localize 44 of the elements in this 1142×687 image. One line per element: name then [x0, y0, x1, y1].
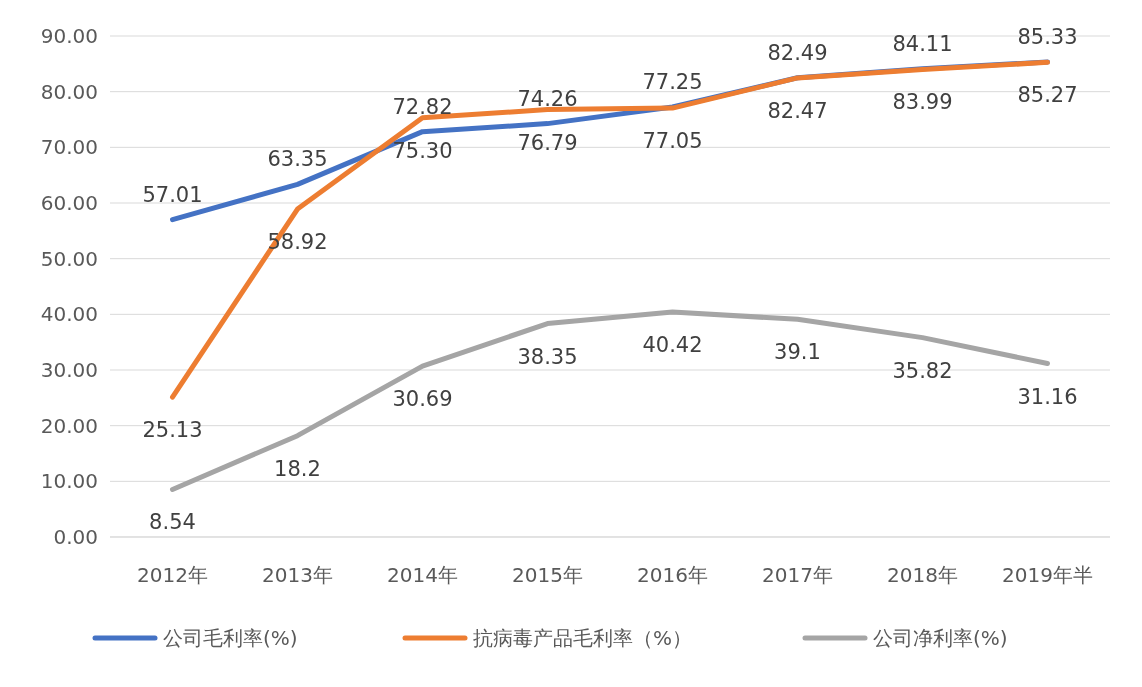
data-label: 31.16 — [1017, 384, 1078, 409]
data-label: 25.13 — [142, 418, 203, 443]
data-label: 40.42 — [642, 333, 703, 357]
data-label: 72.82 — [392, 94, 453, 119]
data-label: 8.54 — [149, 510, 196, 535]
legend-label: 公司净利率(%) — [873, 626, 1008, 650]
data-label: 57.01 — [142, 182, 203, 207]
data-label: 30.69 — [392, 387, 453, 412]
x-tick-label: 2019年半 — [1002, 563, 1093, 587]
data-label: 75.30 — [392, 138, 453, 163]
x-tick-label: 2017年 — [762, 563, 833, 587]
data-label: 74.26 — [517, 86, 578, 111]
y-tick-label: 80.00 — [40, 79, 98, 104]
y-tick-label: 20.00 — [40, 413, 98, 438]
y-tick-label: 0.00 — [53, 525, 98, 549]
data-label: 39.1 — [774, 340, 821, 365]
data-label: 82.49 — [767, 40, 828, 65]
legend-label: 抗病毒产品毛利率（%） — [473, 626, 693, 650]
data-label: 76.79 — [517, 130, 578, 155]
data-label: 18.2 — [274, 456, 321, 481]
y-tick-label: 70.00 — [40, 135, 98, 160]
data-label: 77.25 — [642, 69, 703, 94]
data-label: 85.27 — [1017, 83, 1078, 108]
data-label: 35.82 — [892, 358, 953, 383]
data-label: 82.47 — [767, 98, 828, 123]
data-label: 85.33 — [1017, 25, 1078, 49]
y-tick-label: 10.00 — [40, 469, 98, 494]
x-tick-label: 2014年 — [387, 563, 458, 587]
x-tick-label: 2018年 — [887, 563, 958, 587]
x-tick-label: 2012年 — [137, 563, 208, 587]
y-tick-label: 60.00 — [40, 191, 98, 215]
data-label: 38.35 — [517, 344, 578, 369]
legend-label: 公司毛利率(%) — [163, 626, 298, 650]
y-tick-label: 40.00 — [40, 302, 98, 327]
x-tick-label: 2016年 — [637, 563, 708, 587]
data-label: 77.05 — [642, 129, 703, 154]
y-tick-label: 50.00 — [40, 246, 98, 271]
x-tick-label: 2015年 — [512, 563, 583, 587]
data-label: 84.11 — [892, 31, 953, 56]
data-label: 63.35 — [267, 147, 328, 172]
y-tick-label: 90.00 — [40, 24, 98, 48]
data-label: 83.99 — [892, 90, 953, 115]
y-tick-label: 30.00 — [40, 358, 98, 382]
x-tick-label: 2013年 — [262, 563, 333, 587]
